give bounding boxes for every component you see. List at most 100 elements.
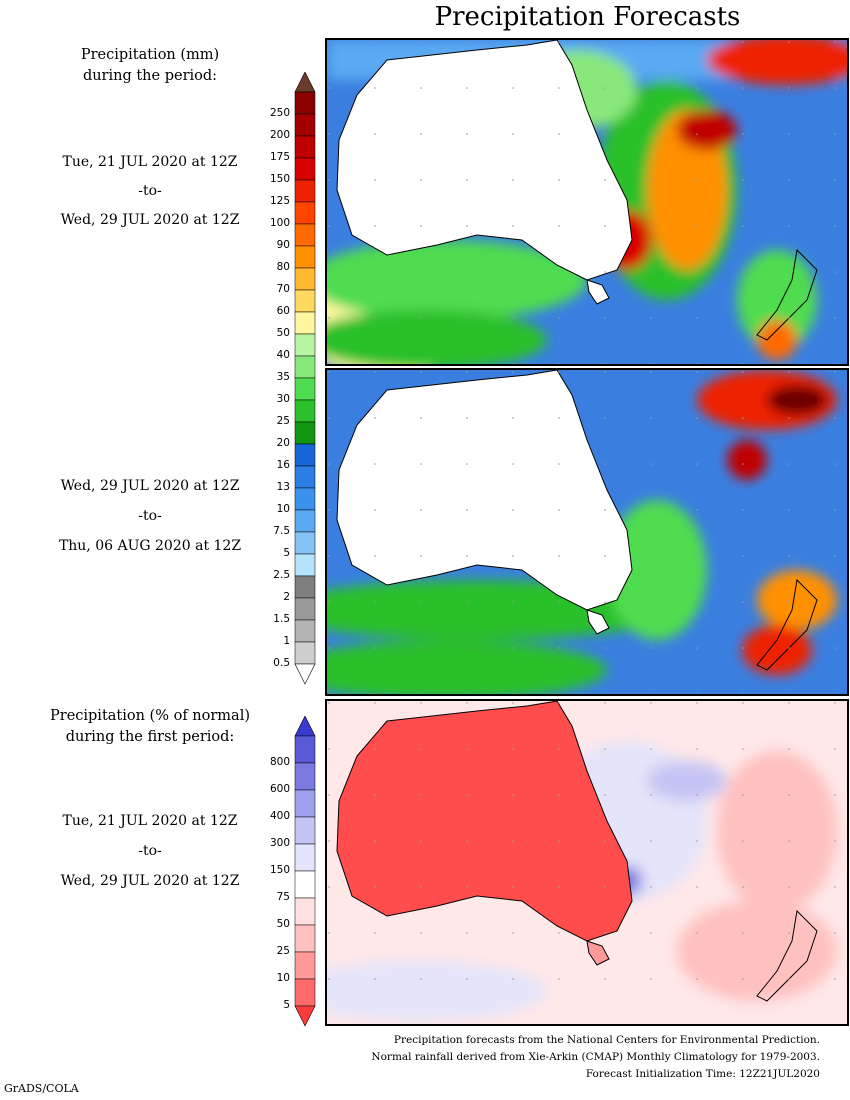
- colorbar-mm-tick-label: 250: [269, 107, 290, 119]
- colorbar-mm-swatch: [294, 91, 316, 115]
- colorbar-mm-tick-label: 16: [276, 459, 290, 471]
- colorbar-mm-swatch: [294, 597, 316, 621]
- colorbar-mm-tick-label: 150: [269, 173, 290, 185]
- period2-end: Thu, 06 AUG 2020 at 12Z: [58, 538, 242, 554]
- page-title: Precipitation Forecasts: [434, 2, 741, 32]
- period1-sep: -to-: [138, 183, 162, 199]
- colorbar-mm-tick-label: 5: [283, 547, 290, 559]
- colorbar-mm-tick-label: 1.5: [273, 613, 290, 625]
- colorbar-pct-bottom-arrow: [294, 1005, 316, 1027]
- colorbar-mm-swatch: [294, 267, 316, 291]
- colorbar-mm-swatch: [294, 531, 316, 555]
- legend-pct-heading-line2: during the first period:: [65, 729, 235, 745]
- colorbar-mm-swatch: [294, 619, 316, 643]
- colorbar-mm-swatch: [294, 289, 316, 313]
- colorbar-mm-bottom-arrow: [294, 663, 316, 685]
- colorbar-mm-tick-label: 70: [276, 283, 290, 295]
- colorbar-mm-swatch: [294, 245, 316, 269]
- colorbar-mm-swatch: [294, 443, 316, 467]
- period1-start: Tue, 21 JUL 2020 at 12Z: [62, 154, 238, 170]
- legend-mm-heading-line1: Precipitation (mm): [80, 47, 220, 63]
- colorbar-mm-swatch: [294, 553, 316, 577]
- colorbar-pct-tick-label: 400: [269, 810, 290, 822]
- period2-sep: -to-: [138, 508, 162, 524]
- footer-line3: Forecast Initialization Time: 12Z21JUL20…: [585, 1068, 820, 1080]
- colorbar-mm-swatch: [294, 355, 316, 379]
- colorbar-pct-swatch: [294, 735, 316, 764]
- colorbar-mm-tick-label: 60: [276, 305, 290, 317]
- colorbar-pct-tick-label: 10: [276, 972, 290, 984]
- colorbar-pct-swatch: [294, 978, 316, 1007]
- colorbar-pct-swatch: [294, 816, 316, 845]
- period1-end: Wed, 29 JUL 2020 at 12Z: [60, 212, 240, 228]
- colorbar-mm-tick-label: 125: [269, 195, 290, 207]
- colorbar-mm-swatch: [294, 575, 316, 599]
- colorbar-mm-tick-label: 175: [269, 151, 290, 163]
- colorbar-mm-tick-label: 100: [269, 217, 290, 229]
- colorbar-pct-swatch: [294, 897, 316, 926]
- colorbar-mm-tick-label: 1: [283, 635, 290, 647]
- colorbar-pct-tick-label: 300: [269, 837, 290, 849]
- colorbar-mm: [294, 72, 316, 685]
- forecast-map-period1-image: [327, 40, 847, 364]
- period2-start: Wed, 29 JUL 2020 at 12Z: [60, 478, 240, 494]
- colorbar-mm-top-arrow: [294, 72, 316, 93]
- percent-normal-map: [325, 699, 849, 1026]
- colorbar-pct: [294, 716, 316, 1027]
- colorbar-pct-swatch: [294, 870, 316, 899]
- colorbar-mm-tick-label: 10: [276, 503, 290, 515]
- colorbar-mm-swatch: [294, 509, 316, 533]
- colorbar-mm-swatch: [294, 223, 316, 247]
- forecast-map-period2: [325, 368, 849, 696]
- colorbar-mm-tick-label: 13: [276, 481, 290, 493]
- colorbar-mm-tick-label: 50: [276, 327, 290, 339]
- colorbar-mm-swatch: [294, 201, 316, 225]
- colorbar-mm-swatch: [294, 487, 316, 511]
- period3-sep: -to-: [138, 843, 162, 859]
- colorbar-mm-swatch: [294, 179, 316, 203]
- colorbar-mm-swatch: [294, 333, 316, 357]
- colorbar-pct-tick-label: 600: [269, 783, 290, 795]
- colorbar-mm-tick-label: 2.5: [273, 569, 290, 581]
- footer-line2: Normal rainfall derived from Xie-Arkin (…: [371, 1051, 820, 1063]
- colorbar-pct-tick-label: 5: [283, 999, 290, 1011]
- legend-pct-heading-line1: Precipitation (% of normal): [50, 708, 250, 724]
- colorbar-mm-tick-label: 20: [276, 437, 290, 449]
- colorbar-pct-swatch: [294, 951, 316, 980]
- colorbar-pct-tick-label: 150: [269, 864, 290, 876]
- period3-end: Wed, 29 JUL 2020 at 12Z: [60, 873, 240, 889]
- colorbar-pct-swatch: [294, 924, 316, 953]
- period3-start: Tue, 21 JUL 2020 at 12Z: [62, 813, 238, 829]
- colorbar-mm-tick-label: 25: [276, 415, 290, 427]
- forecast-map-period1: [325, 38, 849, 366]
- legend-mm-heading-line2: during the period:: [82, 68, 218, 84]
- colorbar-pct-top-arrow: [294, 716, 316, 737]
- colorbar-mm-swatch: [294, 399, 316, 423]
- colorbar-pct-tick-label: 800: [269, 756, 290, 768]
- colorbar-mm-tick-label: 2: [283, 591, 290, 603]
- colorbar-mm-swatch: [294, 113, 316, 137]
- colorbar-pct-tick-label: 50: [276, 918, 290, 930]
- colorbar-pct-tick-label: 25: [276, 945, 290, 957]
- forecast-map-period2-image: [327, 370, 847, 694]
- colorbar-mm-tick-label: 30: [276, 393, 290, 405]
- colorbar-mm-swatch: [294, 311, 316, 335]
- colorbar-mm-swatch: [294, 377, 316, 401]
- colorbar-mm-tick-label: 0.5: [273, 657, 290, 669]
- colorbar-mm-tick-label: 90: [276, 239, 290, 251]
- colorbar-mm-tick-label: 200: [269, 129, 290, 141]
- credit: GrADS/COLA: [4, 1082, 79, 1095]
- colorbar-pct-swatch: [294, 843, 316, 872]
- colorbar-mm-tick-label: 35: [276, 371, 290, 383]
- colorbar-mm-swatch: [294, 135, 316, 159]
- footer-line1: Precipitation forecasts from the Nationa…: [393, 1034, 820, 1046]
- colorbar-mm-tick-label: 40: [276, 349, 290, 361]
- colorbar-mm-swatch: [294, 421, 316, 445]
- colorbar-pct-tick-label: 75: [276, 891, 290, 903]
- colorbar-mm-swatch: [294, 465, 316, 489]
- colorbar-pct-swatch: [294, 789, 316, 818]
- colorbar-mm-tick-label: 7.5: [273, 525, 290, 537]
- percent-normal-map-image: [327, 701, 847, 1024]
- colorbar-pct-swatch: [294, 762, 316, 791]
- colorbar-mm-tick-label: 80: [276, 261, 290, 273]
